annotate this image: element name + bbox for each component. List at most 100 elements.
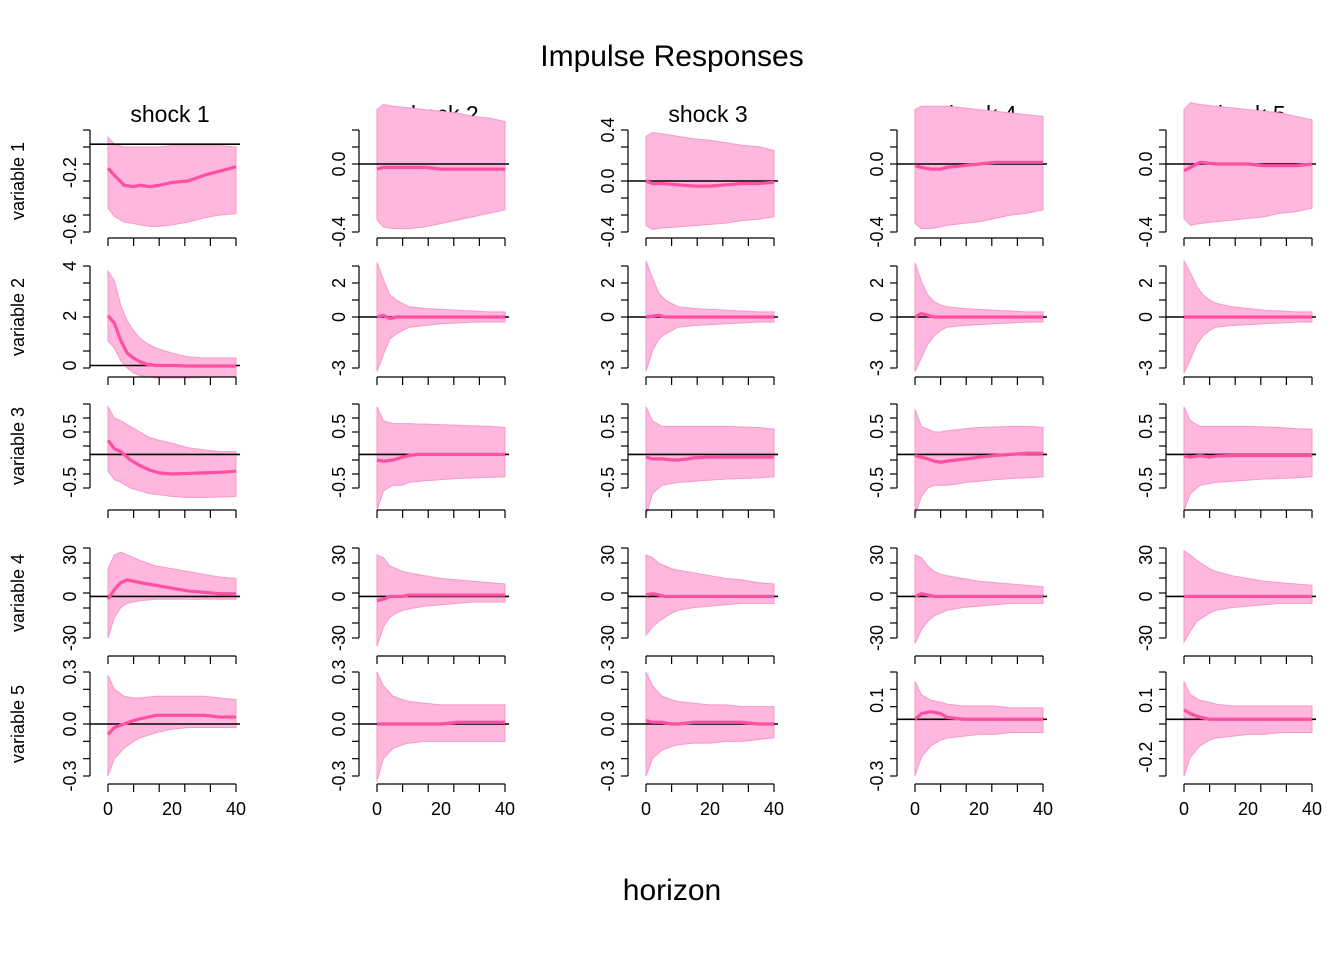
y-tick-label: 0.5 <box>60 414 80 439</box>
y-tick-label: -0.5 <box>60 467 80 498</box>
y-tick-label: -3 <box>1136 360 1156 376</box>
y-tick-label: 0.5 <box>598 414 618 439</box>
median-line <box>1183 708 1312 721</box>
y-tick-label: -0.4 <box>867 216 887 247</box>
y-tick-label: 4 <box>60 261 80 271</box>
shock-title: shock 3 <box>668 101 747 127</box>
page-title: Impulse Responses <box>540 40 804 73</box>
variable-title: variable 1 <box>8 142 28 220</box>
y-tick-label: 2 <box>60 311 80 321</box>
credible-band <box>914 105 1044 230</box>
irf-panel: -3 0 2 <box>598 260 778 385</box>
y-tick-label: 30 <box>329 545 349 565</box>
y-tick-label: -30 <box>1136 625 1156 651</box>
y-tick-label: -0.3 <box>867 760 887 791</box>
y-tick-label: 30 <box>598 545 618 565</box>
credible-band <box>914 681 1044 777</box>
irf-panel: -0.4 0.0 <box>329 103 509 248</box>
y-tick-label: 0.3 <box>329 659 349 684</box>
y-tick-label: 0 <box>598 312 618 322</box>
median-line <box>106 165 237 189</box>
median-line <box>645 592 774 599</box>
y-tick-label: 0.0 <box>60 711 80 736</box>
irf-panel: -0.5 0.5 <box>598 403 778 518</box>
shock-title: shock 1 <box>130 101 209 127</box>
x-tick-label: 20 <box>431 799 451 819</box>
y-tick-label: 0.0 <box>867 151 887 176</box>
y-tick-label: -0.5 <box>1136 467 1156 498</box>
y-tick-label: 2 <box>329 278 349 288</box>
credible-band <box>914 409 1044 517</box>
x-tick-label: 0 <box>910 799 920 819</box>
credible-band <box>1183 681 1313 777</box>
x-tick-label: 0 <box>641 799 651 819</box>
y-tick-label: -0.2 <box>60 157 80 188</box>
x-tick-label: 40 <box>764 799 784 819</box>
y-tick-label: 0 <box>1136 312 1156 322</box>
y-tick-label: -0.3 <box>329 760 349 791</box>
median-line <box>645 179 775 188</box>
irf-panel: -0.3 0.0 0.3 0 20 40 <box>60 659 246 819</box>
irf-panel: -0.6 -0.2 <box>60 129 240 246</box>
median-line <box>645 313 774 319</box>
y-tick-label: -0.2 <box>1136 742 1156 773</box>
x-tick-label: 0 <box>1179 799 1189 819</box>
y-tick-label: -0.3 <box>60 760 80 791</box>
y-tick-label: 0.0 <box>329 711 349 736</box>
y-tick-label: 0.0 <box>598 711 618 736</box>
y-tick-label: -30 <box>867 625 887 651</box>
credible-band <box>107 404 237 499</box>
irf-panel: -30 0 30 <box>60 545 240 664</box>
y-tick-label: 30 <box>60 545 80 565</box>
median-line <box>376 165 505 171</box>
median-line <box>1183 160 1313 173</box>
credible-band <box>376 103 506 230</box>
median-line <box>377 720 505 726</box>
credible-band <box>645 406 775 517</box>
y-tick-label: 2 <box>867 278 887 288</box>
y-tick-label: 0 <box>60 361 80 371</box>
variable-title: variable 4 <box>8 554 28 632</box>
x-tick-label: 20 <box>969 799 989 819</box>
irf-panel: -30 0 30 <box>867 545 1047 664</box>
y-tick-label: 0 <box>867 312 887 322</box>
x-axis-title: horizon <box>622 874 722 907</box>
irf-panel: -0.4 0.0 <box>1136 102 1316 248</box>
median-line <box>376 313 505 321</box>
y-tick-label: 0 <box>598 591 618 601</box>
irf-panel: -0.5 0.5 <box>867 403 1047 518</box>
credible-band <box>107 551 237 639</box>
irf-panel: -30 0 30 <box>329 545 509 664</box>
median-line <box>913 710 1043 721</box>
credible-band <box>107 675 237 777</box>
median-line <box>914 451 1043 464</box>
variable-title: variable 2 <box>8 278 28 356</box>
irf-panel: -3 0 2 <box>1136 260 1316 385</box>
y-tick-label: 0.1 <box>1136 688 1156 713</box>
y-tick-label: -30 <box>329 625 349 651</box>
median-line <box>914 312 1043 319</box>
irf-panel: -0.5 0.5 <box>1136 403 1316 518</box>
irf-panel: -0.3 0.0 0.3 0 20 40 <box>598 659 784 819</box>
y-tick-label: -0.5 <box>329 467 349 498</box>
y-tick-label: 30 <box>1136 545 1156 565</box>
y-tick-label: -0.4 <box>598 216 618 247</box>
credible-band <box>376 671 506 782</box>
median-line <box>376 593 505 603</box>
y-tick-label: -0.4 <box>1136 216 1156 247</box>
y-tick-label: 0.3 <box>598 659 618 684</box>
x-tick-label: 0 <box>103 799 113 819</box>
credible-band <box>107 269 237 379</box>
variable-title: variable 3 <box>8 407 28 485</box>
median-line <box>645 455 774 462</box>
median-line <box>106 314 236 368</box>
y-tick-label: 0.0 <box>1136 151 1156 176</box>
median-line <box>914 592 1043 599</box>
x-tick-label: 40 <box>1033 799 1053 819</box>
y-tick-label: 0 <box>867 591 887 601</box>
x-tick-label: 40 <box>226 799 246 819</box>
y-tick-label: -0.3 <box>598 760 618 791</box>
y-tick-label: -30 <box>60 625 80 651</box>
y-tick-label: 0.5 <box>329 414 349 439</box>
